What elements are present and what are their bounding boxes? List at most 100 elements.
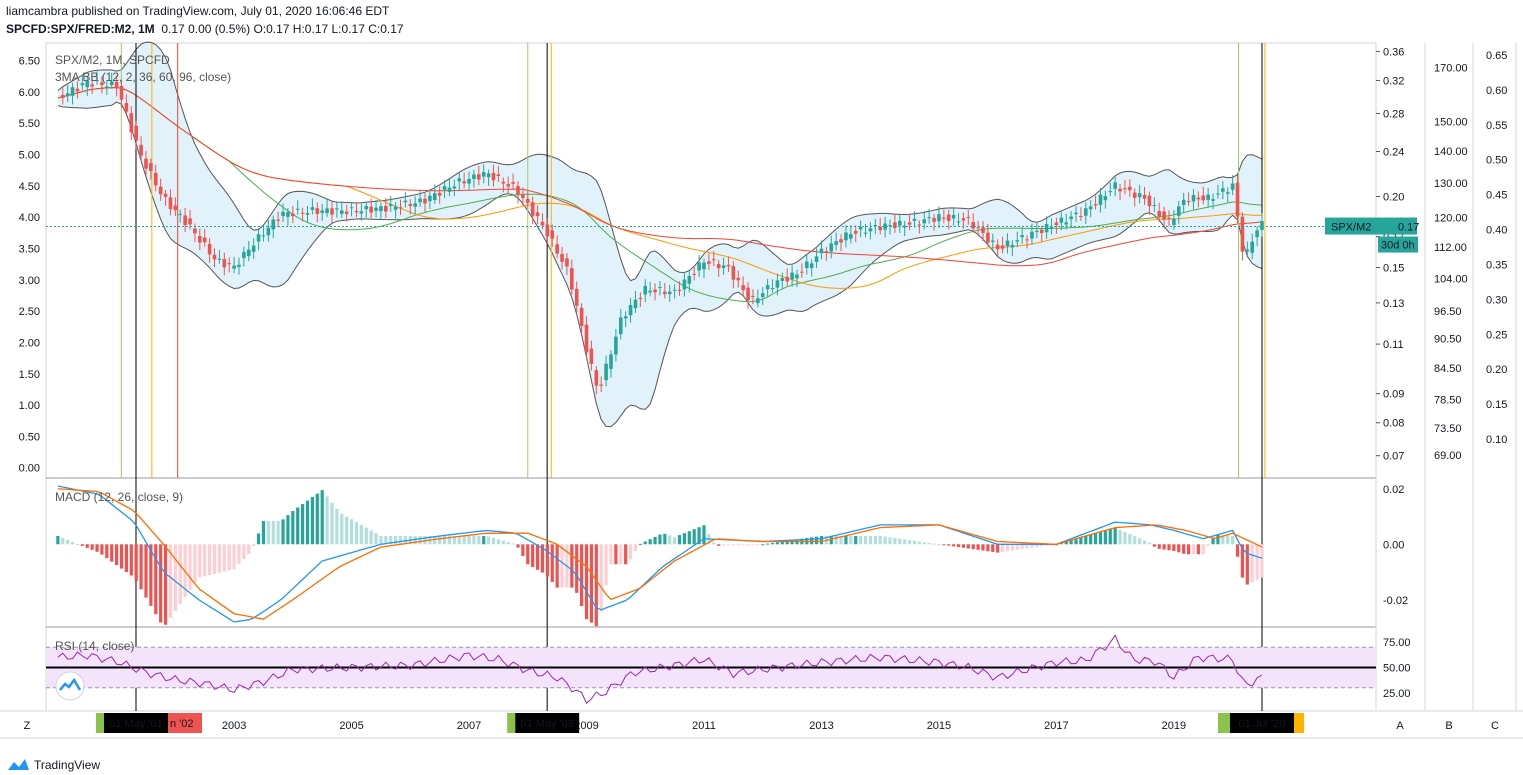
- candle-body: [511, 182, 515, 184]
- macd-histogram-bar: [756, 544, 760, 546]
- candle-body: [1039, 229, 1044, 234]
- macd-histogram-bar: [1235, 544, 1240, 557]
- candle-body: [139, 144, 143, 156]
- candle-body: [1255, 230, 1259, 238]
- macd-histogram-bar: [1059, 542, 1063, 545]
- candle-body: [878, 226, 883, 231]
- macd-histogram-bar: [237, 544, 241, 565]
- macd-histogram-bar: [1157, 544, 1161, 549]
- right-axis-3-tick: 0.65: [1486, 50, 1507, 62]
- candle-body: [281, 211, 285, 217]
- macd-pane: 0.02 0.00 -0.02: [56, 484, 1408, 627]
- candle-body: [618, 317, 623, 335]
- candle-body: [393, 206, 398, 210]
- macd-histogram-bar: [726, 544, 731, 546]
- scale-button-a: A: [1396, 720, 1404, 732]
- candle-body: [144, 158, 148, 169]
- macd-histogram-bar: [1255, 544, 1259, 580]
- candle-body: [90, 84, 94, 87]
- macd-histogram-bar: [1186, 544, 1191, 555]
- macd-histogram-bar: [442, 535, 447, 545]
- candle-body: [330, 208, 334, 215]
- macd-histogram-bar: [472, 535, 476, 545]
- candle-body: [550, 230, 555, 239]
- brand-footer[interactable]: TradingView: [6, 755, 100, 775]
- macd-histogram-bar: [100, 544, 104, 555]
- macd-histogram-bar: [286, 515, 290, 545]
- candle-body: [721, 265, 726, 268]
- macd-histogram-bar: [1216, 534, 1220, 545]
- left-axis-tick: 5.50: [19, 118, 40, 130]
- candle-body: [153, 172, 158, 186]
- candle-body: [124, 102, 129, 112]
- candle-body: [506, 184, 510, 187]
- macd-histogram-bar: [991, 544, 995, 552]
- change-value: 0.00 (0.5%): [188, 22, 251, 36]
- macd-histogram-bar: [501, 540, 505, 545]
- candle-body: [428, 195, 432, 202]
- macd-histogram-bar: [217, 544, 222, 573]
- macd-histogram-bar: [834, 535, 838, 545]
- candle-body: [295, 208, 300, 210]
- right-axis-3-tick: 0.55: [1486, 120, 1507, 132]
- macd-histogram-bar: [1138, 538, 1142, 545]
- candle-body: [765, 285, 770, 290]
- macd-histogram-bar: [535, 544, 540, 570]
- candle-body: [457, 178, 462, 182]
- macd-axis-tick: 0.00: [1383, 539, 1404, 551]
- macd-histogram-bar: [531, 544, 535, 568]
- macd-histogram-bar: [829, 535, 833, 545]
- tradingview-logo-badge[interactable]: [55, 671, 85, 701]
- macd-histogram-bar: [394, 535, 398, 545]
- macd-histogram-bar: [663, 533, 667, 545]
- date-tag-bg: [103, 713, 168, 733]
- macd-histogram-bar: [149, 544, 153, 606]
- macd-histogram-bar: [203, 544, 207, 577]
- right-axis-1-tick: 0.20: [1383, 192, 1404, 204]
- last-value: 0.17: [161, 22, 185, 36]
- candle-body: [834, 241, 838, 245]
- vertical-marker-lines: [120, 43, 1266, 711]
- macd-histogram-bar: [1035, 544, 1039, 548]
- candle-body: [432, 193, 437, 201]
- candle-body: [1069, 216, 1073, 220]
- macd-histogram-bar: [281, 519, 285, 545]
- candle-body: [888, 225, 892, 227]
- candle-body: [775, 280, 780, 288]
- left-axis-tick: 4.50: [19, 181, 40, 193]
- right-axis-3-tick: 0.35: [1486, 259, 1507, 271]
- candle-body: [1142, 195, 1147, 199]
- macd-histogram-bar: [859, 535, 863, 545]
- candle-body: [291, 213, 295, 217]
- candle-body: [604, 363, 608, 381]
- candle-body: [863, 232, 868, 234]
- signal-line: [57, 488, 1263, 620]
- macd-histogram-bar: [839, 535, 843, 545]
- candle-body: [1030, 231, 1034, 239]
- macd-histogram-bar: [178, 544, 182, 604]
- macd-histogram-bar: [785, 540, 789, 545]
- macd-histogram-bar: [119, 544, 124, 569]
- candle-body: [1044, 224, 1049, 233]
- candle-body: [907, 222, 912, 225]
- macd-histogram-bar: [266, 520, 270, 545]
- macd-histogram-bar: [310, 497, 315, 545]
- macd-histogram-bar: [1015, 544, 1019, 550]
- macd-histogram-bar: [1177, 544, 1181, 553]
- date-tag-2: 01 Jul '20: [1230, 713, 1294, 733]
- macd-histogram-bar: [115, 544, 119, 566]
- candle-body: [956, 221, 961, 223]
- bb-area: [57, 42, 1262, 427]
- candle-body: [609, 354, 613, 369]
- candle-body: [785, 276, 790, 282]
- macd-histogram-bar: [188, 544, 192, 591]
- candle-body: [780, 278, 785, 281]
- macd-histogram-bar: [1069, 540, 1073, 545]
- right-axis-2-tick: 120.00: [1434, 212, 1468, 224]
- macd-histogram-bar: [496, 539, 501, 545]
- macd-histogram-bar: [976, 544, 980, 550]
- macd-histogram-bar: [996, 544, 1000, 553]
- candle-body: [320, 210, 324, 213]
- candle-body: [1147, 195, 1152, 207]
